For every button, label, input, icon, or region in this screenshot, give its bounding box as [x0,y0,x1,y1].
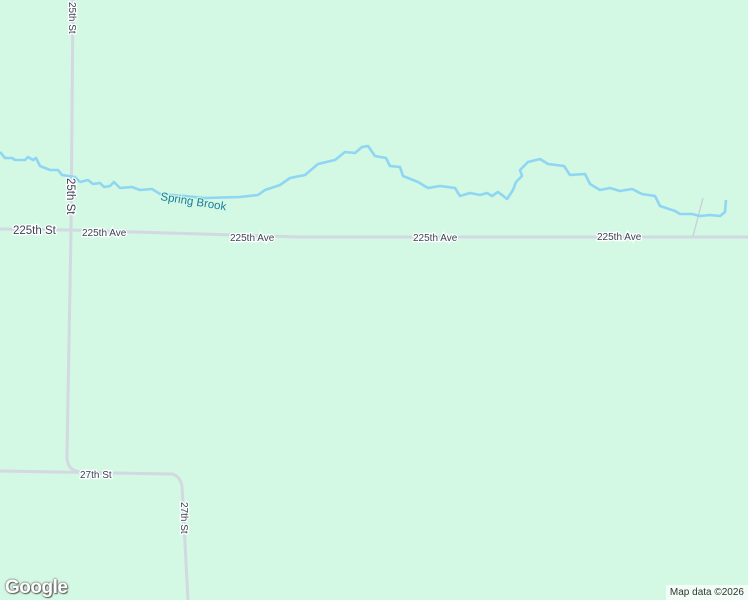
road-25th-st [65,0,82,474]
road-225th-ave [0,227,748,239]
label-225th-ave-3: 225th Ave [413,233,458,244]
label-225th-ave-1: 225th Ave [82,228,127,239]
map-attribution: Map data ©2026 [665,585,748,600]
spring-brook-stream [0,144,728,218]
label-225th-ave-2: 225th Ave [230,233,275,244]
label-spring-brook: Spring Brook [160,191,228,213]
road-27th-st [0,469,190,600]
label-225th-ave-4: 225th Ave [597,232,642,243]
label-25th-st-mid: 25th St [64,178,76,215]
label-27th-st-v: 27th St [178,502,189,534]
label-27th-st-h: 27th St [80,470,112,481]
road-track [692,197,704,237]
label-25th-st-top: 25th St [66,2,77,34]
label-225th-st: 225th St [13,225,57,237]
google-logo: Google [5,577,68,598]
